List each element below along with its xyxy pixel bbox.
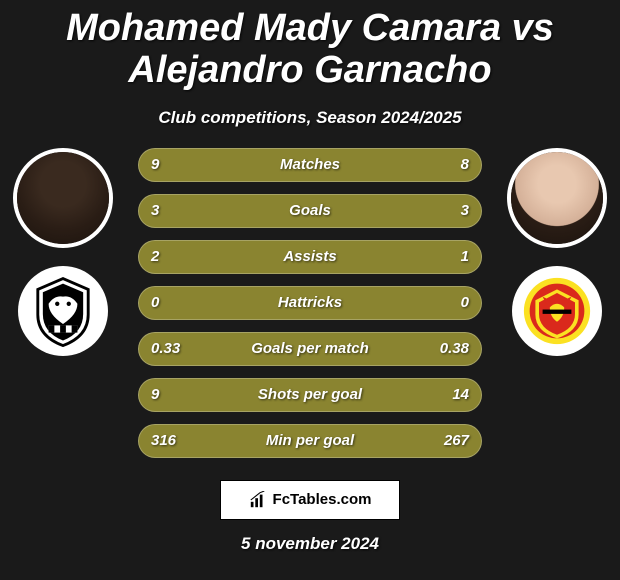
fctables-logo-text: FcTables.com [273, 491, 372, 508]
comparison-main: 9Matches8 3Goals3 2Assists1 0Hattricks0 0.33… [0, 148, 620, 458]
chart-icon [249, 491, 267, 509]
stat-label: Matches [139, 156, 481, 173]
stat-row: 316Min per goal267 [138, 424, 482, 458]
manutd-crest-icon [521, 275, 593, 347]
stat-row: 3Goals3 [138, 194, 482, 228]
player-right-face [511, 152, 603, 244]
stat-row: 2Assists1 [138, 240, 482, 274]
stat-label: Goals [139, 202, 481, 219]
player-left-face [17, 152, 109, 244]
stat-row: 9Matches8 [138, 148, 482, 182]
stat-row: 0.33Goals per match0.38 [138, 332, 482, 366]
stat-label: Min per goal [139, 432, 481, 449]
stat-label: Goals per match [139, 340, 481, 357]
comparison-subtitle: Club competitions, Season 2024/2025 [0, 108, 620, 128]
player-left-column [8, 148, 118, 356]
comparison-title: Mohamed Mady Camara vs Alejandro Garnach… [0, 0, 620, 96]
stats-table: 9Matches8 3Goals3 2Assists1 0Hattricks0 0.33… [138, 148, 482, 458]
club-right-badge [512, 266, 602, 356]
stat-row: 0Hattricks0 [138, 286, 482, 320]
comparison-date: 5 november 2024 [0, 534, 620, 554]
stat-label: Shots per goal [139, 386, 481, 403]
stat-label: Assists [139, 248, 481, 265]
player-right-column [502, 148, 612, 356]
player-right-avatar [507, 148, 607, 248]
stat-row: 9Shots per goal14 [138, 378, 482, 412]
paok-crest-icon [27, 275, 99, 347]
club-left-badge [18, 266, 108, 356]
stat-label: Hattricks [139, 294, 481, 311]
player-left-avatar [13, 148, 113, 248]
fctables-logo: FcTables.com [220, 480, 400, 520]
